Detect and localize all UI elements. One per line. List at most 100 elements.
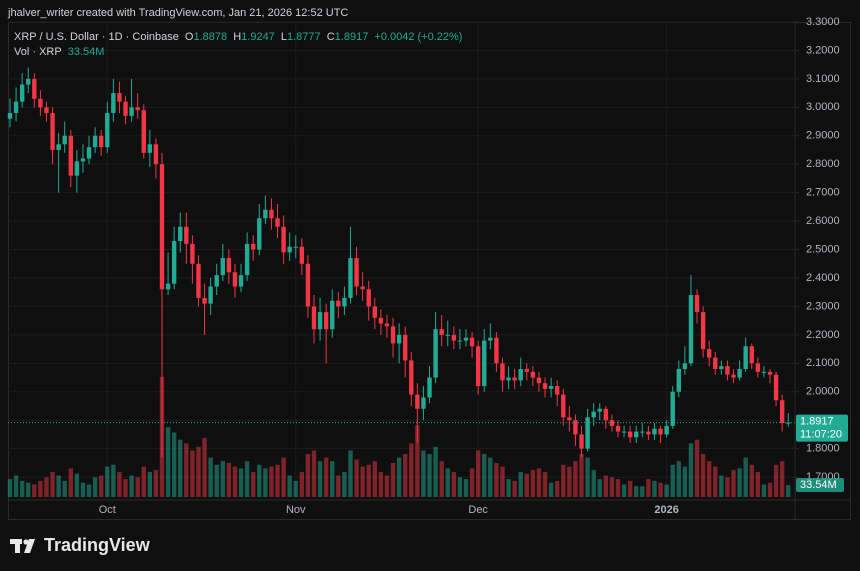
- candle-body: [323, 312, 329, 330]
- volume-bar: [658, 482, 663, 497]
- candle-body: [135, 107, 140, 111]
- candle-body: [366, 289, 371, 307]
- candle-body: [700, 312, 706, 350]
- volume-bar: [488, 457, 493, 497]
- volume-bar: [68, 468, 73, 497]
- volume-bar: [500, 466, 505, 497]
- candle-body: [208, 286, 213, 304]
- volume-bar: [263, 468, 268, 497]
- volume-bar: [99, 475, 104, 497]
- candle-body: [488, 337, 493, 341]
- volume-bar: [117, 471, 122, 497]
- volume-bar: [652, 480, 657, 497]
- candle-body: [56, 144, 61, 150]
- candle-body: [664, 425, 669, 435]
- volume-bar: [761, 484, 767, 497]
- volume-bar: [92, 477, 98, 497]
- candle-body: [19, 84, 25, 102]
- volume-bar: [238, 468, 244, 497]
- volume-bar: [634, 486, 639, 497]
- volume-bar: [591, 470, 596, 497]
- volume-bar: [390, 462, 396, 497]
- volume-bar: [707, 461, 712, 497]
- volume-bar: [700, 454, 706, 497]
- volume-bar: [415, 425, 420, 497]
- volume-bar: [141, 466, 146, 497]
- volume-bar: [311, 450, 317, 497]
- candle-body: [585, 417, 590, 449]
- candle-body: [354, 258, 359, 287]
- candle-body: [579, 434, 584, 449]
- volume-bar: [463, 479, 469, 497]
- candle-body: [251, 243, 256, 250]
- volume-bar: [220, 461, 225, 497]
- volume-bar: [585, 457, 590, 497]
- volume-bar: [348, 450, 353, 497]
- volume-bar: [111, 464, 116, 497]
- volume-bar: [615, 479, 621, 497]
- volume-bar: [275, 464, 280, 497]
- candle-body: [117, 93, 122, 102]
- volume-bar: [74, 473, 80, 497]
- candle-body: [767, 371, 773, 375]
- volume-bar: [421, 450, 426, 497]
- y-tick-label: 2.3000: [806, 300, 840, 312]
- candle-body: [573, 420, 578, 435]
- volume-bar: [360, 466, 365, 497]
- volume-bar: [123, 479, 128, 497]
- volume-bar: [257, 464, 262, 497]
- candle-body: [652, 428, 657, 435]
- volume-bar: [342, 471, 347, 497]
- volume-bar: [281, 457, 286, 497]
- candle-body: [299, 246, 305, 264]
- candle-body: [32, 78, 37, 99]
- candle-body: [688, 295, 694, 364]
- volume-bar: [287, 475, 292, 497]
- legend: XRP / U.S. Dollar · 1D · Coinbase O1.887…: [14, 30, 465, 60]
- ohlc-value: 1.8917: [334, 31, 369, 43]
- volume-bar: [86, 484, 92, 497]
- candle-body: [603, 408, 609, 421]
- y-tick-label: 2.9000: [806, 130, 840, 142]
- legend-row: XRP / U.S. Dollar · 1D · Coinbase O1.887…: [14, 30, 465, 45]
- volume-bar: [299, 471, 305, 497]
- volume-bar: [646, 479, 651, 497]
- candle-body: [330, 300, 335, 330]
- candle-layer: [7, 67, 795, 458]
- volume-bar: [26, 482, 31, 497]
- candle-body: [409, 360, 414, 395]
- y-tick-label: 2.8000: [806, 158, 840, 170]
- axis-layer: 1.70001.80001.90002.00002.10002.20002.30…: [99, 16, 848, 516]
- volume-bar: [670, 464, 675, 497]
- candle-body: [275, 218, 280, 227]
- volume-bar: [251, 471, 256, 497]
- x-tick-label: 2026: [654, 504, 678, 516]
- candle-body: [743, 346, 748, 370]
- volume-bar: [378, 471, 384, 497]
- candle-body: [62, 135, 67, 145]
- candle-body: [445, 334, 450, 336]
- candle-body: [536, 377, 542, 384]
- candle-body: [786, 422, 791, 424]
- volume-bar: [293, 480, 298, 497]
- candle-body: [226, 258, 232, 273]
- volume-bar: [184, 443, 189, 497]
- y-tick-label: 2.0000: [806, 386, 840, 398]
- volume-bar: [384, 475, 390, 497]
- candle-body: [196, 263, 201, 298]
- volume-tag: [796, 477, 844, 492]
- candle-body: [238, 275, 244, 287]
- volume-bar: [749, 464, 754, 497]
- volume-bar: [165, 427, 171, 497]
- volume-bar: [129, 475, 134, 497]
- pane: [8, 22, 851, 520]
- volume-bar: [7, 479, 13, 497]
- y-tick-label: 2.5000: [806, 243, 840, 255]
- volume-bar: [518, 471, 523, 497]
- y-tick-label: 2.4000: [806, 272, 840, 284]
- candle-body: [80, 158, 86, 162]
- logo-icon: [10, 539, 35, 553]
- volume-bar: [536, 468, 542, 497]
- volume-bar: [713, 466, 718, 497]
- volume-bar: [372, 461, 377, 497]
